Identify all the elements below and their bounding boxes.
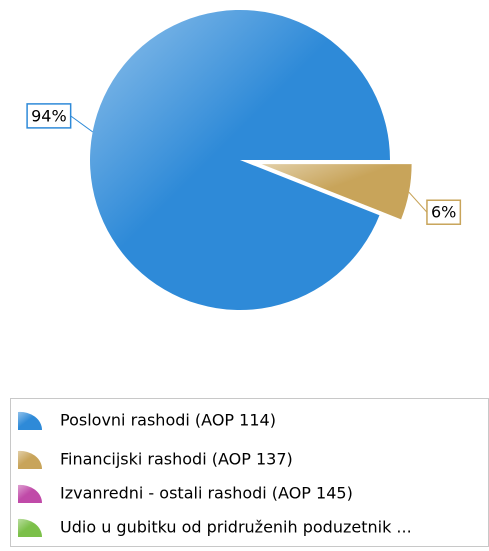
leader-line <box>70 115 93 133</box>
pie-slice <box>90 9 390 311</box>
legend-box <box>10 398 489 547</box>
legend-label: Izvanredni - ostali rashodi (AOP 145) <box>60 484 353 503</box>
legend-swatch <box>18 450 43 469</box>
data-label: 94% <box>31 106 67 125</box>
data-label-box <box>426 199 462 225</box>
legend-swatch <box>18 411 43 430</box>
leader-line <box>408 191 428 213</box>
legend-label: Poslovni rashodi (AOP 114) <box>60 411 276 430</box>
legend-swatch <box>18 484 43 503</box>
legend-label: Financijski rashodi (AOP 137) <box>60 450 293 469</box>
legend-label: Udio u gubitku od pridruženih poduzetnik… <box>60 518 412 537</box>
data-label: 6% <box>431 203 456 222</box>
pie-slice <box>261 164 412 220</box>
data-label-box <box>26 103 72 129</box>
legend-swatch <box>18 518 43 537</box>
